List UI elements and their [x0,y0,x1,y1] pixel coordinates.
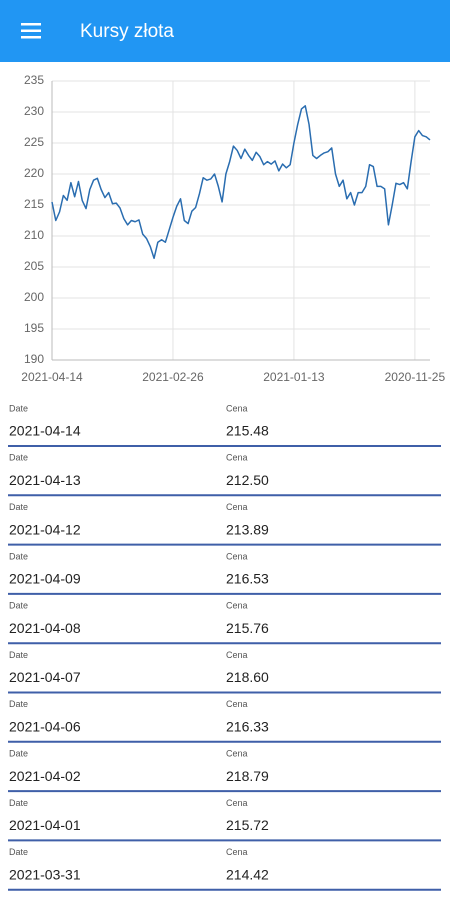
x-tick-label: 2021-01-13 [263,370,325,384]
date-value: 2021-04-02 [9,768,81,784]
price-label: Cena [226,650,248,660]
price-label: Cena [226,748,248,758]
date-value: 2021-04-14 [9,423,81,439]
date-label: Date [9,798,28,808]
app-bar [0,0,450,62]
date-value: 2021-04-06 [9,719,81,735]
date-value: 2021-03-31 [9,866,81,882]
price-label: Cena [226,847,248,857]
price-label: Cena [226,453,248,463]
date-label: Date [9,748,28,758]
date-value: 2021-04-07 [9,669,81,685]
menu-icon-bar [21,23,41,26]
date-label: Date [9,650,28,660]
price-value: 216.33 [226,719,269,735]
price-value: 215.76 [226,620,269,636]
y-tick-label: 225 [24,135,44,149]
y-tick-label: 220 [24,166,44,180]
date-label: Date [9,403,28,413]
price-value: 215.72 [226,817,269,833]
y-tick-label: 235 [24,73,44,87]
x-tick-label: 2020-11-25 [385,370,446,384]
date-label: Date [9,847,28,857]
price-value: 216.53 [226,571,269,587]
price-label: Cena [226,699,248,709]
menu-icon-bar [21,29,41,32]
price-label: Cena [226,551,248,561]
date-label: Date [9,502,28,512]
price-value: 213.89 [226,521,269,537]
y-tick-label: 215 [24,197,44,211]
menu-button[interactable] [21,23,41,39]
date-value: 2021-04-12 [9,521,81,537]
price-value: 215.48 [226,423,269,439]
y-tick-label: 230 [24,104,44,118]
y-tick-label: 210 [24,228,44,242]
price-value: 212.50 [226,472,269,488]
price-label: Cena [226,502,248,512]
price-value: 218.79 [226,768,269,784]
y-tick-label: 195 [24,321,44,335]
date-label: Date [9,601,28,611]
x-tick-label: 2021-02-26 [142,370,204,384]
price-label: Cena [226,798,248,808]
date-value: 2021-04-09 [9,571,81,587]
date-label: Date [9,551,28,561]
price-line [51,105,431,260]
price-value: 218.60 [226,669,269,685]
price-value: 214.42 [226,866,269,882]
date-value: 2021-04-13 [9,472,81,488]
date-label: Date [9,453,28,463]
y-tick-label: 205 [24,259,44,273]
date-value: 2021-04-08 [9,620,81,636]
y-tick-label: 190 [24,352,44,366]
date-value: 2021-04-01 [9,817,81,833]
x-tick-label: 2021-04-14 [21,370,83,384]
app-title: Kursy złota [80,21,174,42]
y-tick-label: 200 [24,290,44,304]
price-label: Cena [226,403,248,413]
date-label: Date [9,699,28,709]
price-label: Cena [226,601,248,611]
menu-icon-bar [21,36,41,39]
